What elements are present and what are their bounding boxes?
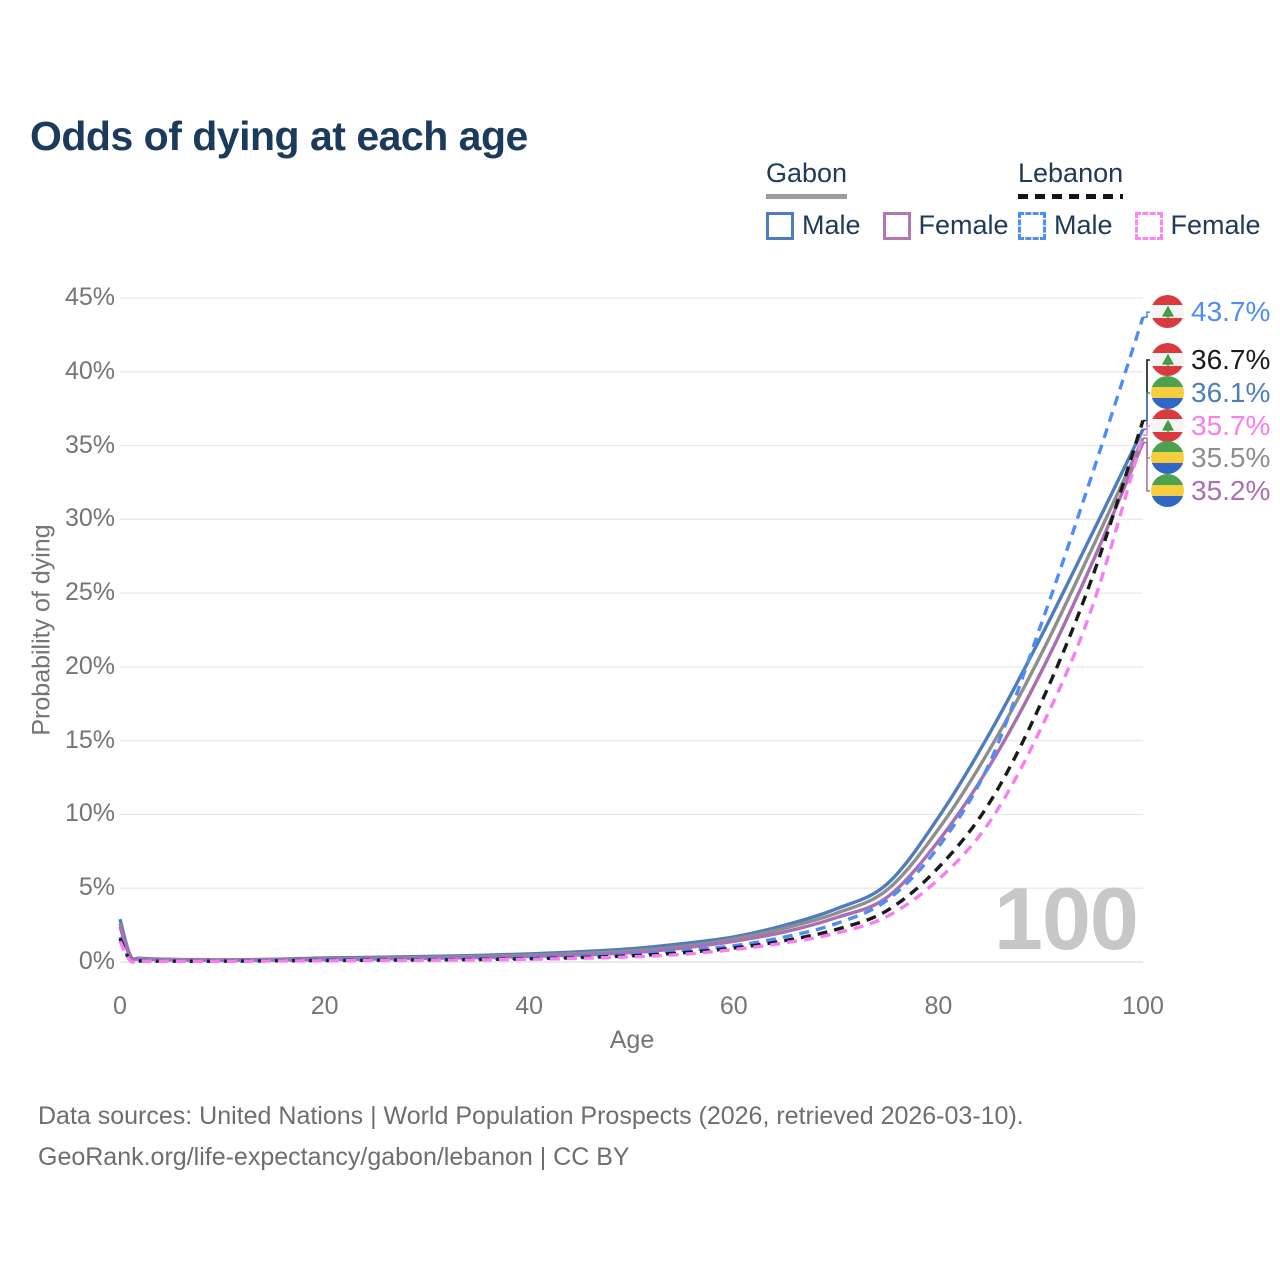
legend-item-lebanon-male[interactable]: Male (1018, 210, 1113, 241)
lebanon-flag-icon (1151, 343, 1184, 376)
lebanon-flag-icon (1151, 409, 1184, 442)
series-line-lebanon-female[interactable] (118, 434, 1145, 964)
end-label-value: 35.7% (1191, 409, 1271, 441)
end-label-gabon-male[interactable]: 36.1% (1151, 376, 1270, 409)
legend-country-lebanon[interactable]: Lebanon (1018, 158, 1124, 199)
page-title: Odds of dying at each age (30, 113, 528, 160)
y-tick-label: 35% (64, 430, 115, 459)
legend-country-gabon[interactable]: Gabon (766, 158, 848, 199)
y-tick-label: 10% (64, 799, 115, 828)
y-tick-label: 20% (64, 651, 115, 680)
end-label-value: 35.5% (1191, 441, 1271, 473)
footer-attribution-line: GeoRank.org/life-expectancy/gabon/lebano… (38, 1143, 630, 1171)
lebanon-male-swatch (1018, 211, 1046, 240)
footer: Data sources: United Nations | World Pop… (38, 1096, 1024, 1178)
end-label-lebanon-female[interactable]: 35.7% (1151, 409, 1270, 442)
x-axis-title: Age (609, 1026, 655, 1054)
legend-item-gabon-female[interactable]: Female (882, 210, 1009, 241)
legend-item-lebanon-female[interactable]: Female (1134, 210, 1261, 241)
end-label-value: 43.7% (1191, 295, 1271, 327)
y-tick-label: 5% (78, 873, 115, 902)
gabon-male-swatch (766, 211, 794, 240)
footer-sources-line: Data sources: United Nations | World Pop… (38, 1102, 1024, 1130)
y-tick-label: 15% (64, 725, 115, 754)
gabon-female-swatch (882, 211, 911, 240)
watermark-age: 100 (994, 869, 1139, 968)
gabon-flag-icon (1151, 474, 1184, 507)
end-label-leader (1143, 392, 1150, 431)
end-label-value: 35.2% (1191, 474, 1271, 506)
gabon-flag-icon (1151, 441, 1184, 474)
series-line-gabon-male[interactable] (118, 428, 1145, 962)
series-line-gabon-female[interactable] (118, 441, 1145, 962)
end-label-gabon-female[interactable]: 35.2% (1151, 474, 1270, 507)
end-label-leader (1143, 441, 1150, 492)
end-label-leader (1143, 425, 1150, 436)
x-tick-label: 20 (310, 992, 339, 1020)
x-tick-label: 0 (113, 992, 127, 1020)
gabon-flag-icon (1151, 376, 1184, 409)
y-tick-label: 40% (64, 356, 115, 385)
legend-group-gabon: Gabon Male Female (766, 158, 1009, 241)
legend-item-label: Male (802, 210, 861, 240)
y-tick-label: 45% (64, 283, 115, 311)
end-label-leader (1143, 359, 1150, 422)
legend-item-gabon-male[interactable]: Male (766, 210, 861, 241)
series-line-lebanon[interactable] (118, 419, 1145, 964)
legend-group-lebanon: Lebanon Male Female (1018, 158, 1261, 241)
end-label-lebanon[interactable]: 36.7% (1151, 343, 1270, 376)
series-line-gabon[interactable] (118, 437, 1145, 962)
end-label-leader (1143, 311, 1150, 318)
end-label-lebanon-male[interactable]: 43.7% (1151, 295, 1271, 329)
y-tick-label: 25% (64, 578, 115, 607)
y-tick-label: 0% (78, 947, 115, 975)
lebanon-flag-icon (1151, 295, 1184, 329)
x-tick-label: 40 (515, 992, 544, 1020)
series-line-lebanon-male[interactable] (118, 316, 1145, 964)
end-label-gabon[interactable]: 35.5% (1151, 441, 1270, 474)
x-tick-label: 100 (1122, 992, 1164, 1020)
legend-item-label: Female (918, 210, 1009, 240)
end-label-value: 36.1% (1191, 376, 1271, 408)
x-tick-label: 80 (924, 992, 953, 1020)
y-tick-label: 30% (64, 504, 115, 533)
legend-item-label: Male (1054, 210, 1113, 240)
lebanon-female-swatch (1134, 211, 1163, 240)
end-label-value: 36.7% (1191, 343, 1271, 375)
legend-item-label: Female (1170, 210, 1261, 240)
x-tick-label: 60 (719, 992, 748, 1020)
